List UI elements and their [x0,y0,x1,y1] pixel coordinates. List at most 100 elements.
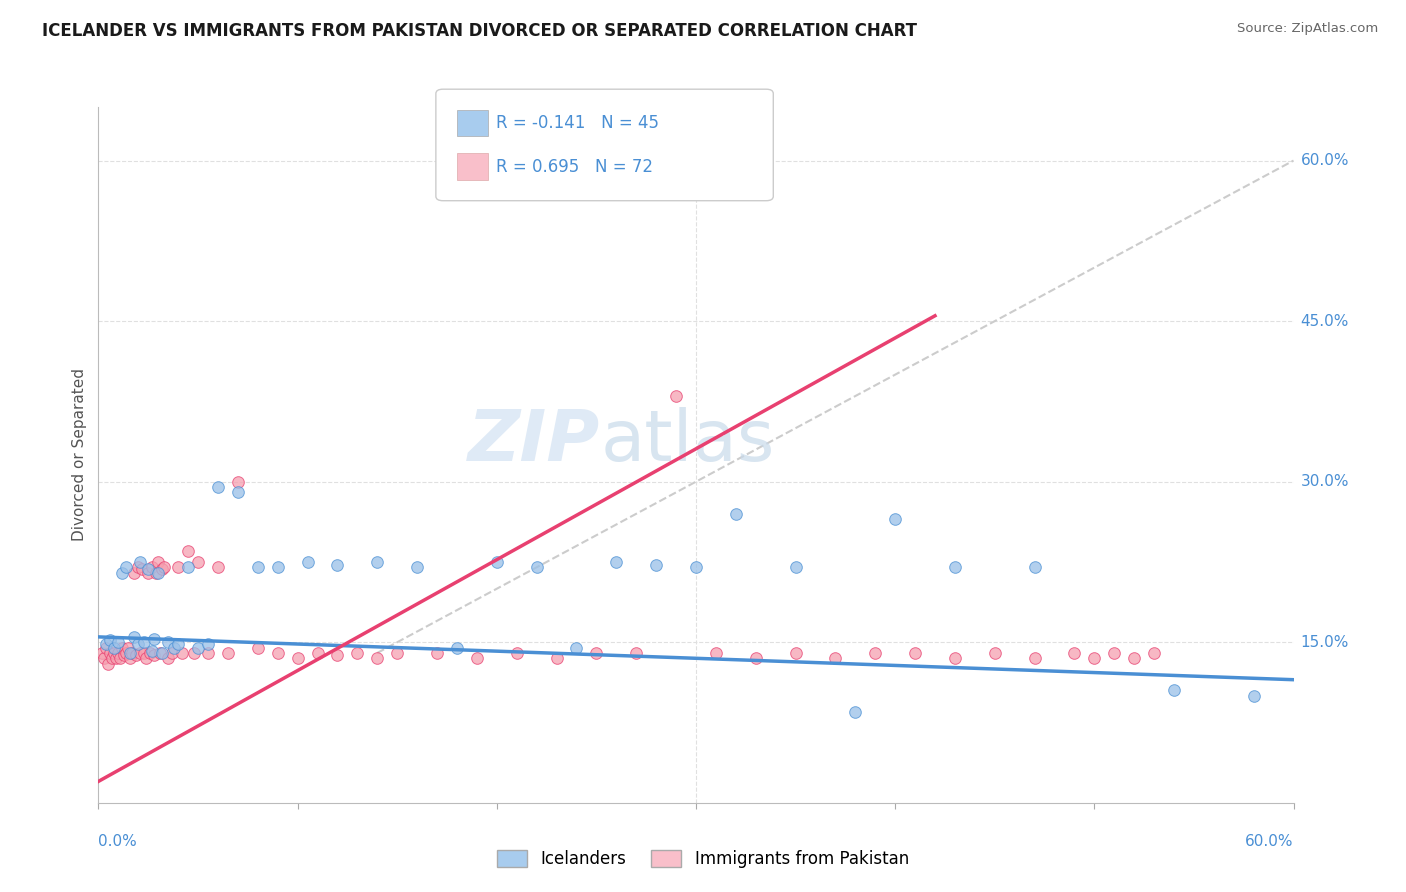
Point [117,640,139,655]
Point [1123,651,1146,665]
Point [101,651,124,665]
Point [148,555,170,569]
Point [167,560,190,574]
Text: 0.0%: 0.0% [98,834,138,849]
Point [93,651,115,665]
Point [157,651,180,665]
Point [96,637,118,651]
Point [246,560,269,574]
Text: R = -0.141   N = 45: R = -0.141 N = 45 [496,114,659,132]
Point [685,560,707,574]
Point [366,651,388,665]
Point [1024,651,1046,665]
Point [131,562,153,576]
Point [141,560,163,574]
Point [143,648,166,662]
Point [1063,646,1085,660]
Point [724,507,747,521]
Point [385,646,409,660]
Point [226,485,249,500]
Point [665,389,688,403]
Point [120,651,142,665]
Point [745,651,768,665]
Point [983,646,1005,660]
Point [107,646,129,660]
Text: 45.0%: 45.0% [1301,314,1348,328]
Point [585,646,607,660]
Point [110,651,132,665]
Point [125,648,148,662]
Text: ZIP: ZIP [468,407,600,475]
Point [287,651,309,665]
Point [157,635,180,649]
Point [149,646,172,660]
Text: 60.0%: 60.0% [1301,153,1348,168]
Point [366,555,388,569]
Text: Source: ZipAtlas.com: Source: ZipAtlas.com [1237,22,1378,36]
Point [406,560,429,574]
Point [307,646,329,660]
Point [124,630,146,644]
Point [98,646,122,660]
Point [267,560,290,574]
Point [120,646,142,660]
Point [207,560,229,574]
Point [172,646,194,660]
Point [183,646,205,660]
Point [246,640,269,655]
Point [103,646,125,660]
Point [824,651,846,665]
Point [1163,683,1185,698]
Point [145,566,167,580]
Point [844,705,866,719]
Point [105,651,128,665]
Point [97,657,120,671]
Text: R = 0.695   N = 72: R = 0.695 N = 72 [496,158,654,176]
Point [207,480,229,494]
Point [326,648,349,662]
Point [111,566,134,580]
Point [96,640,118,655]
Point [426,646,449,660]
Point [143,632,166,646]
Point [863,646,886,660]
Point [326,558,349,573]
Point [115,646,138,660]
Point [226,475,249,489]
Point [1243,689,1265,703]
Point [506,646,529,660]
Point [526,560,548,574]
Point [177,560,200,574]
Point [135,651,157,665]
Point [148,566,170,580]
Point [1104,646,1126,660]
Point [465,651,488,665]
Point [121,646,143,660]
Point [943,560,966,574]
Text: 60.0%: 60.0% [1246,834,1294,849]
Point [134,646,156,660]
Point [112,648,135,662]
Point [111,640,134,655]
Point [139,646,162,660]
Text: 30.0%: 30.0% [1301,475,1348,489]
Point [1143,646,1166,660]
Point [485,555,508,569]
Point [107,635,129,649]
Point [785,646,807,660]
Point [884,512,907,526]
Point [160,646,183,660]
Point [346,646,368,660]
Text: atlas: atlas [600,407,775,475]
Point [150,646,173,660]
Point [127,560,149,574]
Point [141,644,163,658]
Point [704,646,727,660]
Point [167,637,190,651]
Point [645,558,668,573]
Point [1083,651,1105,665]
Legend: Icelanders, Immigrants from Pakistan: Icelanders, Immigrants from Pakistan [491,843,915,875]
Point [163,640,186,655]
Point [217,646,239,660]
Point [98,633,122,648]
